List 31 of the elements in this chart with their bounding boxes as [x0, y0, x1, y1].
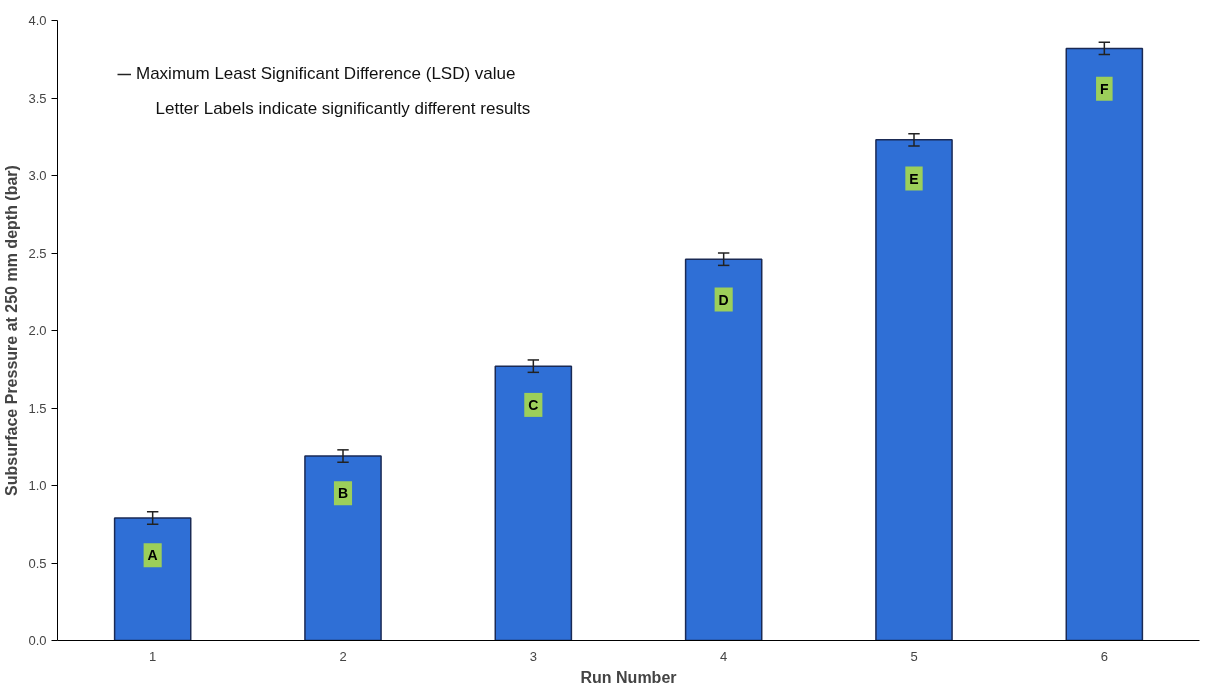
y-tick-label: 2.5 — [28, 245, 47, 261]
y-tick-label: 0.5 — [28, 555, 47, 571]
y-tick-label: 1.0 — [28, 478, 47, 493]
bar — [1065, 47, 1144, 641]
annotation: F — [1100, 80, 1110, 97]
x-tick-label: 3 — [529, 648, 537, 664]
annotation: C — [528, 396, 539, 413]
bar — [684, 258, 763, 641]
y-tick-label: 2.0 — [28, 323, 47, 338]
y-axis-title: Subsurface Pressure at 250 mm depth (bar) — [3, 165, 21, 496]
bar — [875, 139, 953, 641]
x-tick-label: 5 — [910, 648, 918, 664]
annotation: E — [909, 170, 919, 187]
x-tick-label: 2 — [339, 648, 347, 664]
y-tick-label: 3.0 — [28, 168, 47, 183]
annotation: A — [147, 547, 158, 564]
y-tick-label: 0.0 — [28, 633, 47, 648]
annotation: B — [337, 485, 349, 502]
y-tick-label: 3.5 — [28, 90, 47, 106]
y-tick-label: 1.5 — [28, 400, 47, 416]
x-tick-label: 4 — [720, 648, 728, 664]
annotation: Maximum Least Significant Difference (LSD) value — [136, 64, 516, 84]
bar — [494, 365, 573, 641]
x-tick-label: 1 — [149, 648, 157, 664]
bar — [304, 455, 382, 641]
annotation: D — [718, 291, 729, 308]
x-axis-title: Run Number — [580, 668, 677, 686]
bar — [113, 517, 192, 641]
x-tick-label: 6 — [1100, 648, 1108, 664]
y-tick-label: 4.0 — [28, 13, 47, 28]
annotation: Letter Labels indicate significantly different results — [155, 98, 531, 118]
